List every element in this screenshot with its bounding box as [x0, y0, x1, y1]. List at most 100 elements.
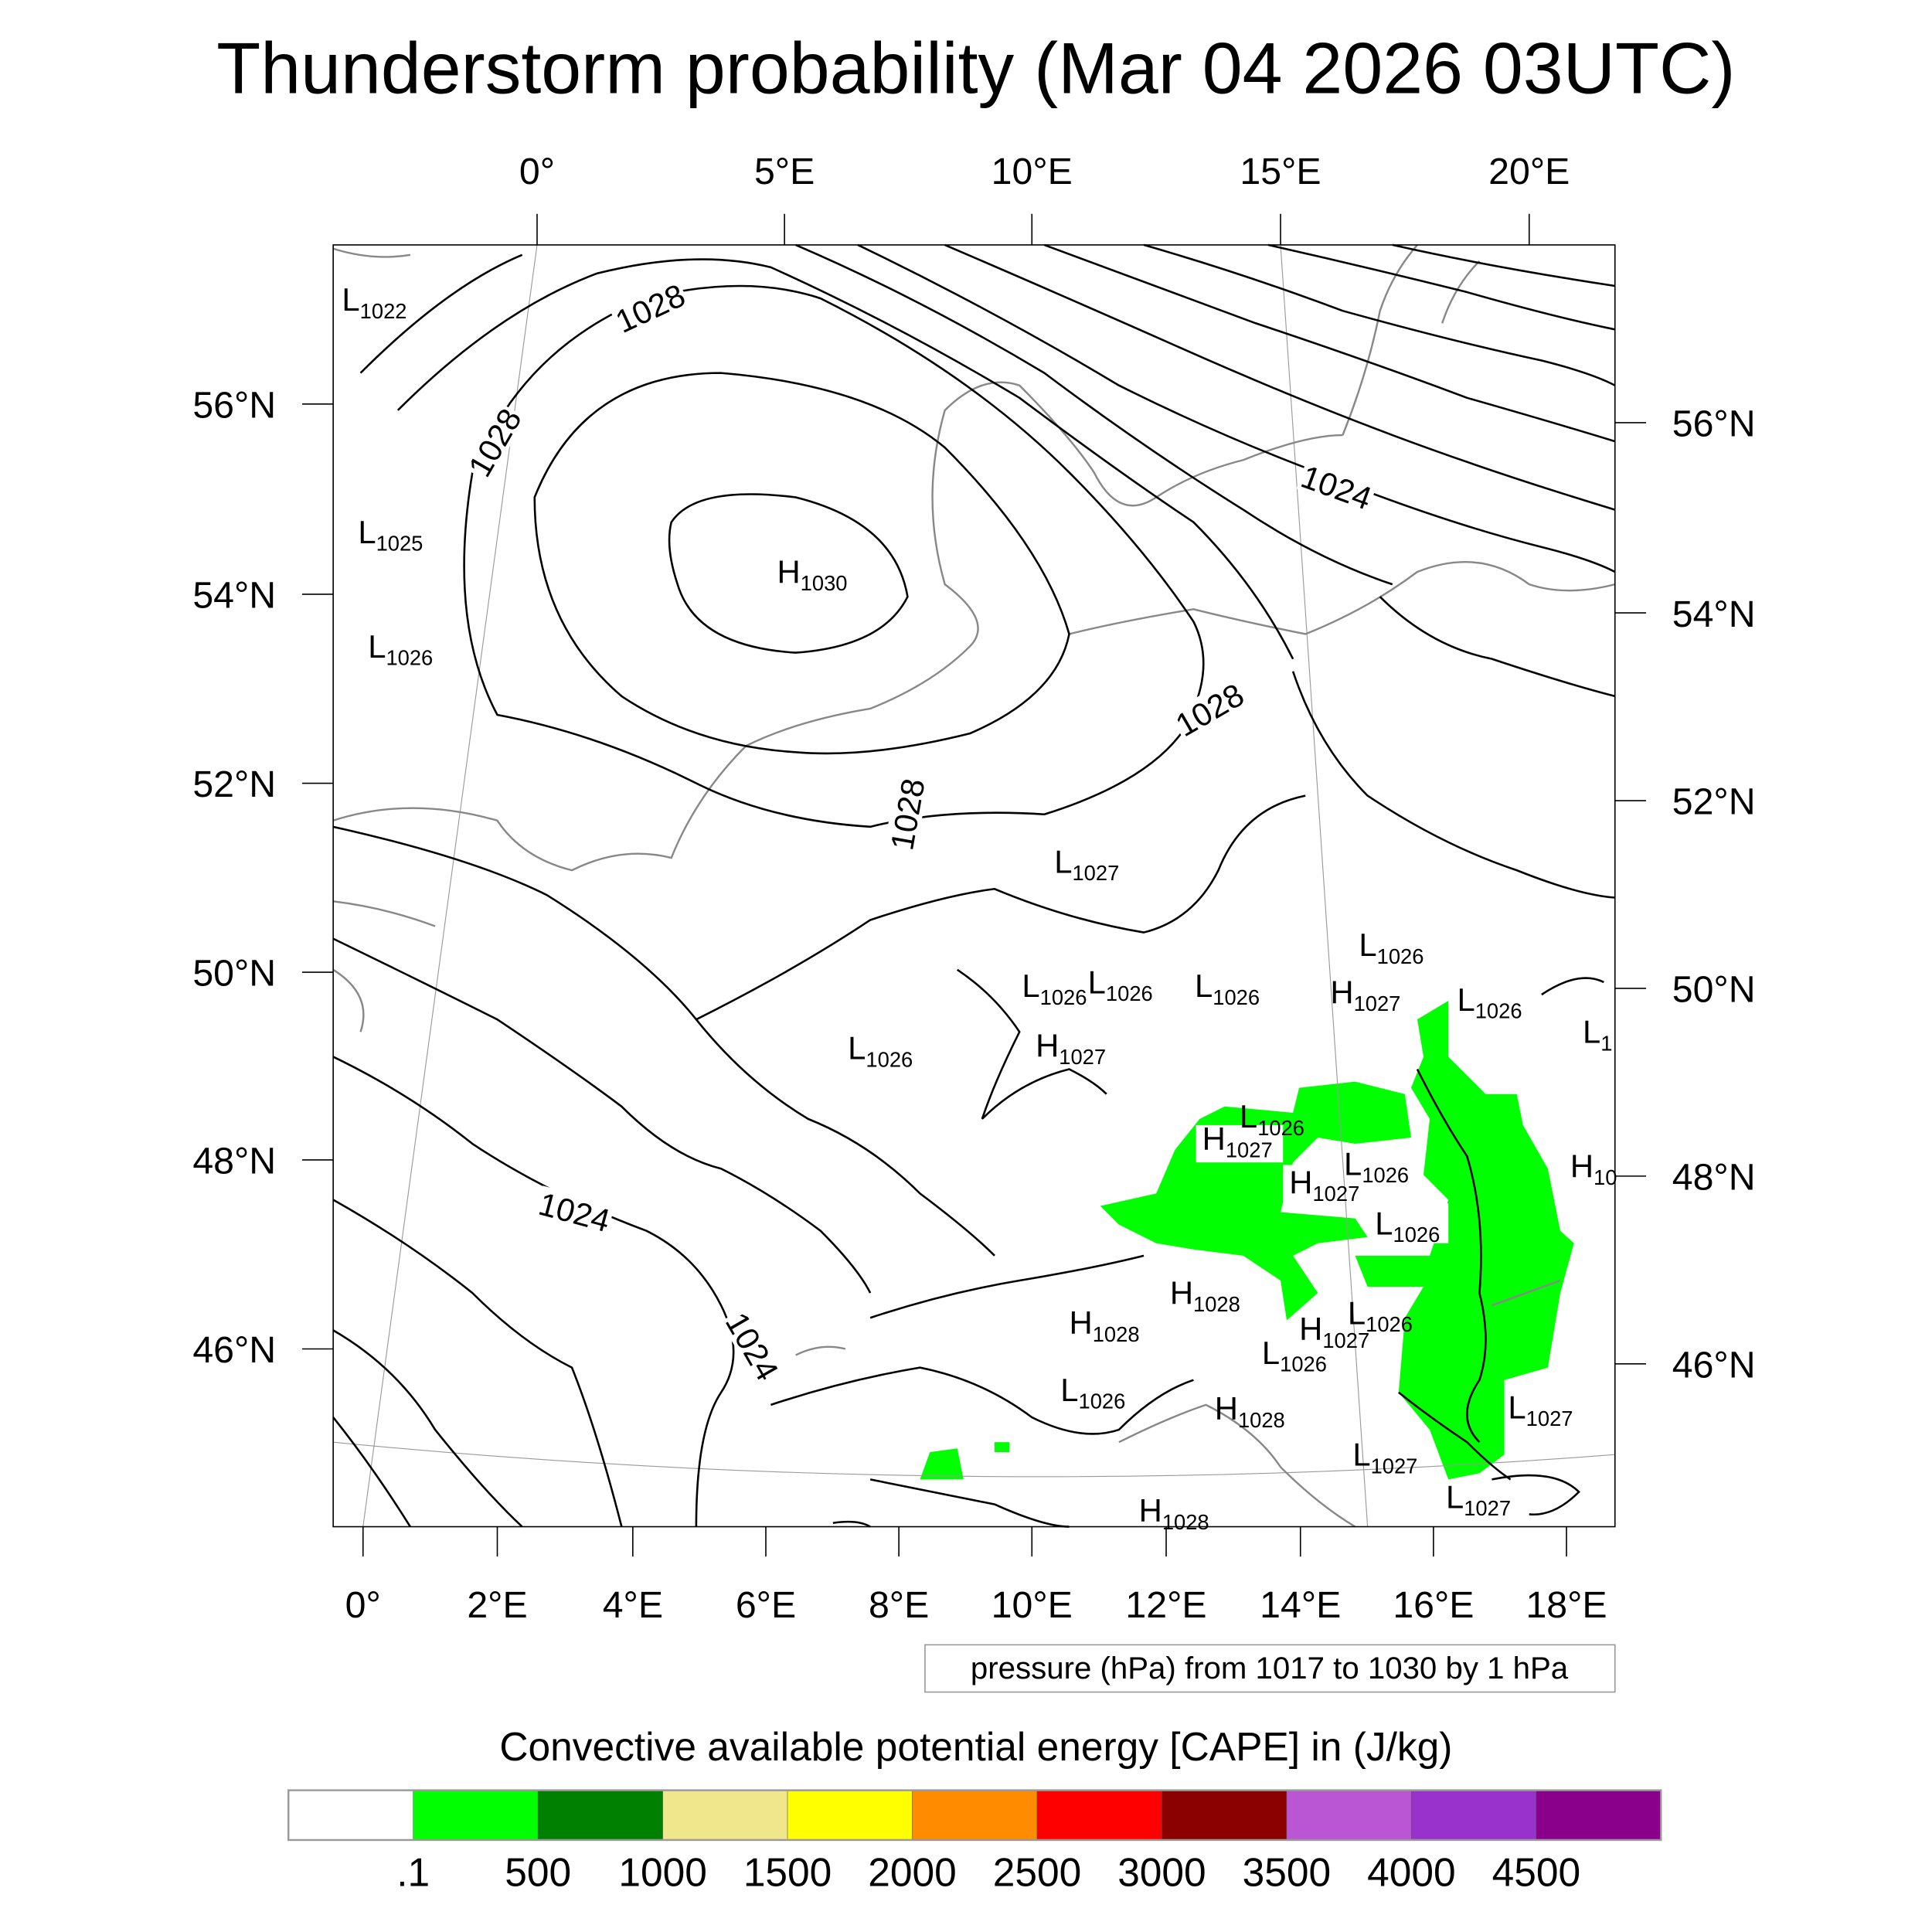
bottom-lon-label: 12°E: [1125, 1584, 1206, 1626]
bottom-longitude-labels: 0° 2°E 4°E 6°E 8°E 10°E 12°E 14°E 16°E 18°E: [345, 1584, 1607, 1626]
high-pressure-label: H1028: [1070, 1304, 1140, 1346]
right-lat-label: 48°N: [1672, 1157, 1756, 1199]
left-lat-label: 50°N: [192, 953, 276, 995]
low-pressure-label: L1026: [1240, 1098, 1304, 1140]
left-latitude-labels: 56°N 54°N 52°N 50°N 48°N 46°N: [192, 385, 276, 1372]
high-pressure-label: H10: [1570, 1148, 1617, 1189]
label-backgrounds: [1196, 1124, 1449, 1243]
info-box: pressure (hPa) from 1017 to 1030 by 1 hP…: [924, 1644, 1616, 1693]
figure-title: Thunderstorm probability (Mar 04 2026 03…: [216, 29, 1735, 109]
low-pressure-label: L1025: [358, 514, 423, 556]
bottom-lon-label: 16°E: [1393, 1584, 1474, 1626]
right-lat-label: 56°N: [1672, 403, 1756, 445]
cape-area-east: [1355, 1001, 1574, 1480]
low-pressure-label: L1027: [1508, 1389, 1573, 1431]
colorbar-swatch: [413, 1790, 539, 1841]
right-latitude-labels: 56°N 54°N 52°N 50°N 48°N 46°N: [1672, 403, 1756, 1386]
right-lat-label: 54°N: [1672, 594, 1756, 635]
left-lat-label: 54°N: [192, 575, 276, 617]
axis-ticks: [301, 213, 1646, 1557]
colorbar-swatch: [537, 1790, 663, 1841]
colorbar-label: 1000: [618, 1849, 707, 1894]
low-pressure-label: L1026: [1022, 968, 1087, 1009]
low-pressure-label: L1027: [1352, 1437, 1417, 1478]
cape-area-small: [920, 1442, 1010, 1480]
colorbar-swatch: [662, 1790, 788, 1841]
colorbar-label: 4500: [1492, 1849, 1581, 1894]
high-pressure-label: H1027: [1299, 1311, 1369, 1352]
left-lat-label: 48°N: [192, 1141, 276, 1182]
high-pressure-label: H1027: [1036, 1027, 1106, 1069]
bottom-lon-label: 2°E: [467, 1584, 527, 1626]
bottom-lon-label: 8°E: [869, 1584, 929, 1626]
low-pressure-label: L1026: [1060, 1372, 1125, 1413]
info-box-text: pressure (hPa) from 1017 to 1030 by 1 hP…: [971, 1651, 1569, 1685]
colorbar-label: 3000: [1117, 1849, 1206, 1894]
colorbar-swatch: [912, 1790, 1038, 1841]
colorbar-label: .1: [396, 1849, 430, 1894]
top-lon-label: 5°E: [754, 151, 815, 192]
top-lon-label: 15°E: [1240, 151, 1321, 192]
top-longitude-labels: 0° 5°E 10°E 15°E 20°E: [519, 151, 1570, 192]
map-frame: [332, 244, 1616, 1528]
bottom-lon-label: 14°E: [1260, 1584, 1341, 1626]
high-pressure-label: H1028: [1139, 1492, 1209, 1534]
colorbar-label: 3500: [1243, 1849, 1331, 1894]
low-pressure-label: L1026: [1195, 968, 1260, 1009]
bottom-lon-label: 10°E: [992, 1584, 1073, 1626]
colorbar-swatch: [287, 1790, 413, 1841]
colorbar-swatch: [1286, 1790, 1412, 1841]
high-pressure-label: H1028: [1215, 1390, 1285, 1432]
colorbar-swatch: [787, 1790, 913, 1841]
high-pressure-label: H1030: [777, 554, 847, 596]
low-pressure-label: L1026: [848, 1030, 913, 1072]
bottom-lon-label: 18°E: [1526, 1584, 1607, 1626]
low-pressure-label: L1027: [1446, 1478, 1511, 1520]
top-lon-label: 10°E: [992, 151, 1073, 192]
coastlines: [332, 244, 1616, 1528]
cape-fill: [920, 1001, 1574, 1480]
bottom-lon-label: 6°E: [736, 1584, 796, 1626]
left-lat-label: 52°N: [192, 764, 276, 805]
low-pressure-label: L1026: [1457, 981, 1522, 1023]
low-pressure-label: L1022: [342, 281, 406, 323]
high-pressure-label: H1028: [1170, 1275, 1240, 1317]
left-lat-label: 46°N: [192, 1329, 276, 1371]
top-lon-label: 0°: [519, 151, 555, 192]
colorbar-label: 2000: [868, 1849, 957, 1894]
low-pressure-label: L1026: [368, 628, 433, 670]
colorbar-label: 500: [505, 1849, 571, 1894]
right-lat-label: 46°N: [1672, 1344, 1756, 1386]
low-pressure-label: L1026: [1344, 1145, 1409, 1187]
low-pressure-label: L1026: [1262, 1335, 1327, 1376]
bottom-lon-label: 4°E: [603, 1584, 663, 1626]
colorbar-swatch: [1411, 1790, 1537, 1841]
left-lat-label: 56°N: [192, 385, 276, 427]
right-lat-label: 52°N: [1672, 781, 1756, 823]
high-pressure-label: H1027: [1330, 974, 1400, 1015]
low-pressure-label: L1027: [1054, 843, 1119, 885]
colorbar-swatch: [1036, 1790, 1162, 1841]
low-pressure-label: L1026: [1348, 1294, 1413, 1336]
high-pressure-label: H1027: [1289, 1164, 1359, 1206]
low-pressure-label: L1026: [1359, 927, 1423, 968]
colorbar-label: 4000: [1367, 1849, 1456, 1894]
colorbar-label: 2500: [993, 1849, 1082, 1894]
cape-area-west: [1100, 1081, 1411, 1321]
low-pressure-label: L1: [1583, 1014, 1612, 1056]
high-pressure-label: H1027: [1202, 1121, 1273, 1162]
bottom-lon-label: 0°: [345, 1584, 381, 1626]
low-pressure-label: L1026: [1088, 964, 1153, 1005]
top-lon-label: 20°E: [1488, 151, 1570, 192]
colorbar-swatch: [1162, 1790, 1287, 1841]
colorbar: Convective available potential energy [C…: [287, 1724, 1662, 1894]
isobars: [332, 243, 1616, 1528]
right-lat-label: 50°N: [1672, 969, 1756, 1011]
graticule: [333, 244, 1615, 1527]
colorbar-swatch: [1536, 1790, 1662, 1841]
colorbar-title: Convective available potential energy [C…: [499, 1724, 1452, 1769]
colorbar-label: 1500: [743, 1849, 832, 1894]
